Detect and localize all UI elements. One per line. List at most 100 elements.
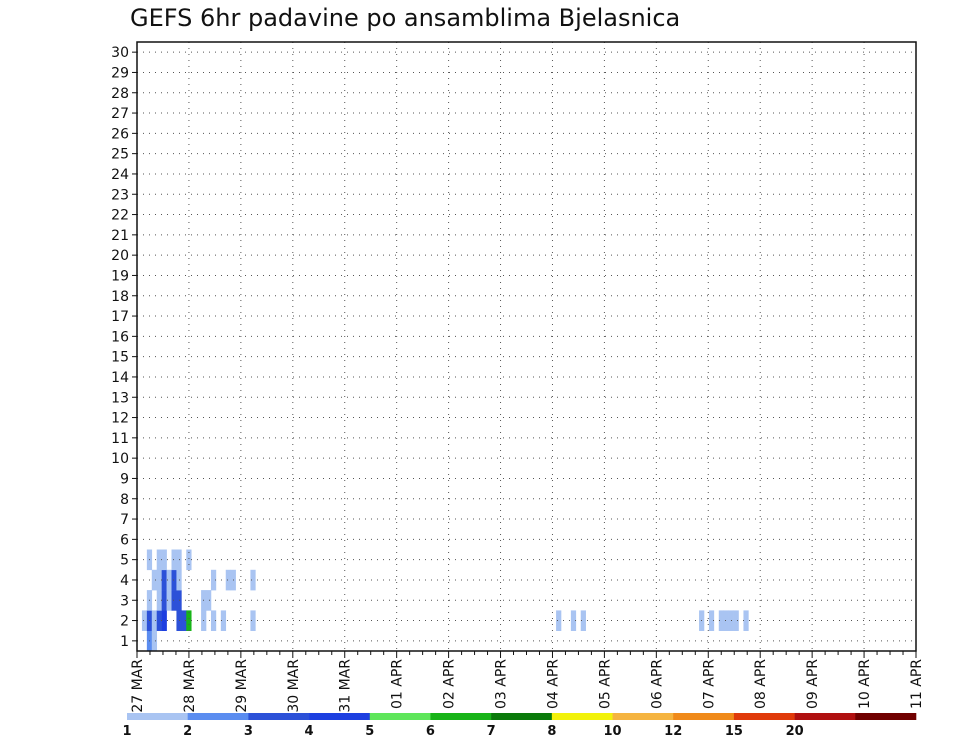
y-tick-label: 8 [120,492,129,508]
y-tick-label: 2 [120,614,129,630]
colorbar-swatch [673,713,735,720]
x-tick-label: 03 APR [494,659,510,709]
y-axis-ticks: 1234567891011121314151617181920212223242… [111,45,137,650]
x-tick-label: 09 APR [805,659,821,709]
x-tick-label: 27 MAR [130,659,146,713]
heatmap-cell [156,569,162,591]
colorbar-swatch [733,713,795,720]
heatmap-cell [743,610,749,631]
y-tick-label: 16 [111,329,129,345]
colorbar-swatch [612,713,674,720]
y-tick-label: 12 [111,411,129,427]
heatmap-cell [556,610,562,631]
x-tick-label: 08 APR [753,659,769,709]
heatmap-cell [166,569,172,591]
colorbar-label: 8 [547,724,556,739]
y-tick-label: 23 [111,187,129,203]
y-tick-label: 20 [111,248,129,264]
heatmap-cell [580,610,586,631]
x-tick-label: 28 MAR [182,659,198,713]
colorbar-label: 7 [487,724,496,739]
heatmap-cell [171,590,177,611]
y-tick-label: 14 [111,370,129,386]
x-axis-ticks: 27 MAR 28 MAR 29 MAR 30 MAR 31 MAR 01 APR 02 A… [130,651,925,713]
heatmap-cell [151,630,158,652]
heatmap-cell [161,569,167,591]
y-tick-label: 30 [111,45,129,61]
y-tick-label: 24 [111,167,129,183]
heatmap-cell [708,610,715,631]
colorbar-swatch [248,713,310,720]
y-tick-label: 17 [111,309,129,325]
heatmap-cell [570,610,577,631]
colorbar-swatch [551,713,613,720]
grid-lines [137,42,916,651]
y-tick-label: 18 [111,289,129,305]
x-tick-label: 30 MAR [286,659,302,713]
heatmap-cell [206,590,212,611]
y-tick-label: 29 [111,65,129,81]
colorbar-label: 4 [305,724,314,739]
heatmap-cell [210,569,217,591]
x-tick-label: 05 APR [597,659,613,709]
y-tick-label: 21 [111,228,129,244]
y-tick-label: 5 [120,553,129,569]
colorbar-label: 3 [244,724,253,739]
colorbar-label: 1 [122,724,131,739]
colorbar-swatch [794,713,856,720]
colorbar-legend: 1 2 3 4 5 6 7 8 10 12 15 20 [122,713,917,739]
colorbar-label: 2 [183,724,192,739]
heatmap-cell [156,549,162,571]
x-tick-label: 04 APR [545,659,561,709]
heatmap-cell [181,610,187,631]
heatmap-cell [250,610,256,631]
colorbar-label: 20 [786,724,804,739]
heatmap-cell [250,569,256,591]
x-tick-label: 07 APR [701,659,717,709]
heatmap-cell [166,590,172,611]
x-tick-label: 01 APR [390,659,406,709]
plot-frame [136,41,917,652]
x-tick-label: 10 APR [857,659,873,709]
y-tick-label: 15 [111,350,129,366]
heatmap-cell [156,610,162,631]
colorbar-label: 6 [426,724,435,739]
x-tick-label: 06 APR [649,659,665,709]
heatmap-cell [210,610,217,631]
colorbar-swatch [187,713,249,720]
colorbar-swatch [855,713,917,720]
heatmap-cell [225,569,231,591]
heatmap-cell [161,610,167,631]
y-tick-label: 28 [111,86,129,102]
colorbar-swatch [309,713,371,720]
x-tick-label: 11 APR [909,659,925,709]
heatmap-cell [718,610,725,631]
y-tick-label: 7 [120,512,129,528]
y-tick-label: 6 [120,532,129,548]
heatmap-cells [141,549,749,652]
y-tick-label: 10 [111,451,129,467]
heatmap-cell [220,610,227,631]
heatmap-cell [171,569,177,591]
colorbar-swatch [127,713,188,720]
heatmap-cell [141,610,148,631]
heatmap-cell [171,549,177,571]
heatmap-cell [186,610,192,631]
heatmap-cell [186,549,192,571]
colorbar-label: 12 [664,724,682,739]
chart-title: GEFS 6hr padavine po ansamblima Bjelasni… [130,4,681,32]
y-tick-label: 1 [120,634,129,650]
heatmap-cell [161,590,167,611]
x-tick-label: 31 MAR [338,659,354,713]
colorbar-swatch [430,713,492,720]
y-tick-label: 11 [111,431,129,447]
heatmap-cell [151,610,158,631]
y-tick-label: 4 [120,573,129,589]
x-tick-label: 29 MAR [234,659,250,713]
y-tick-label: 13 [111,390,129,406]
heatmap-cell [723,610,729,631]
heatmap-cell [151,569,158,591]
y-tick-label: 9 [120,471,129,487]
y-tick-label: 19 [111,268,129,284]
colorbar-label: 15 [725,724,743,739]
